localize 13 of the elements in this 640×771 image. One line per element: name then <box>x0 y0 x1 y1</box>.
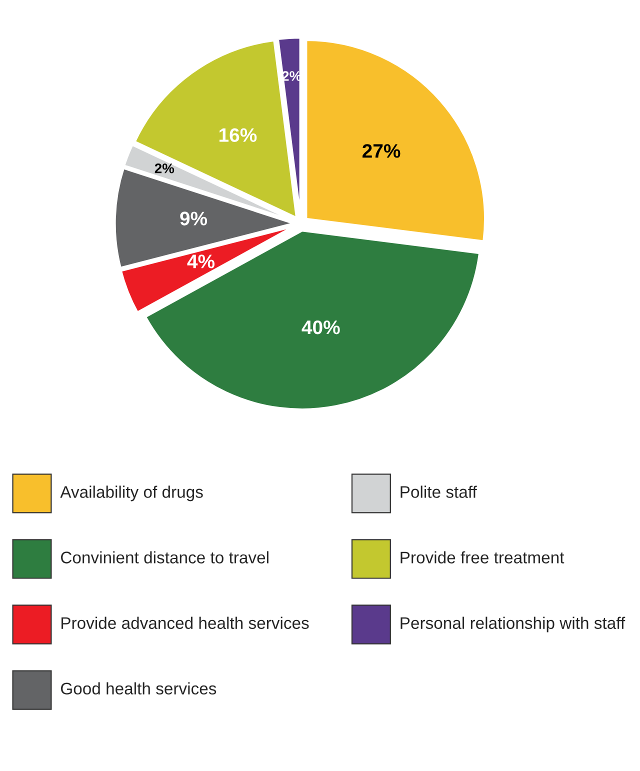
legend-label: Good health services <box>61 682 216 695</box>
legend-label: Availability of drugs <box>60 486 203 502</box>
data-label: 40% <box>302 320 340 334</box>
data-label: 2% <box>154 163 174 174</box>
data-label: 16% <box>219 128 257 142</box>
legend-label: Provide advanced health services <box>62 616 309 629</box>
data-label: 4% <box>187 254 215 268</box>
legend-label: Provide free treatment <box>400 551 564 564</box>
data-label: 27% <box>362 144 400 158</box>
legend-label: Personal relationship with staff <box>400 616 626 632</box>
legend-label: Polite staff <box>400 486 477 498</box>
data-label: 9% <box>180 212 208 226</box>
legend-label: Convinient distance to travel <box>61 551 268 564</box>
